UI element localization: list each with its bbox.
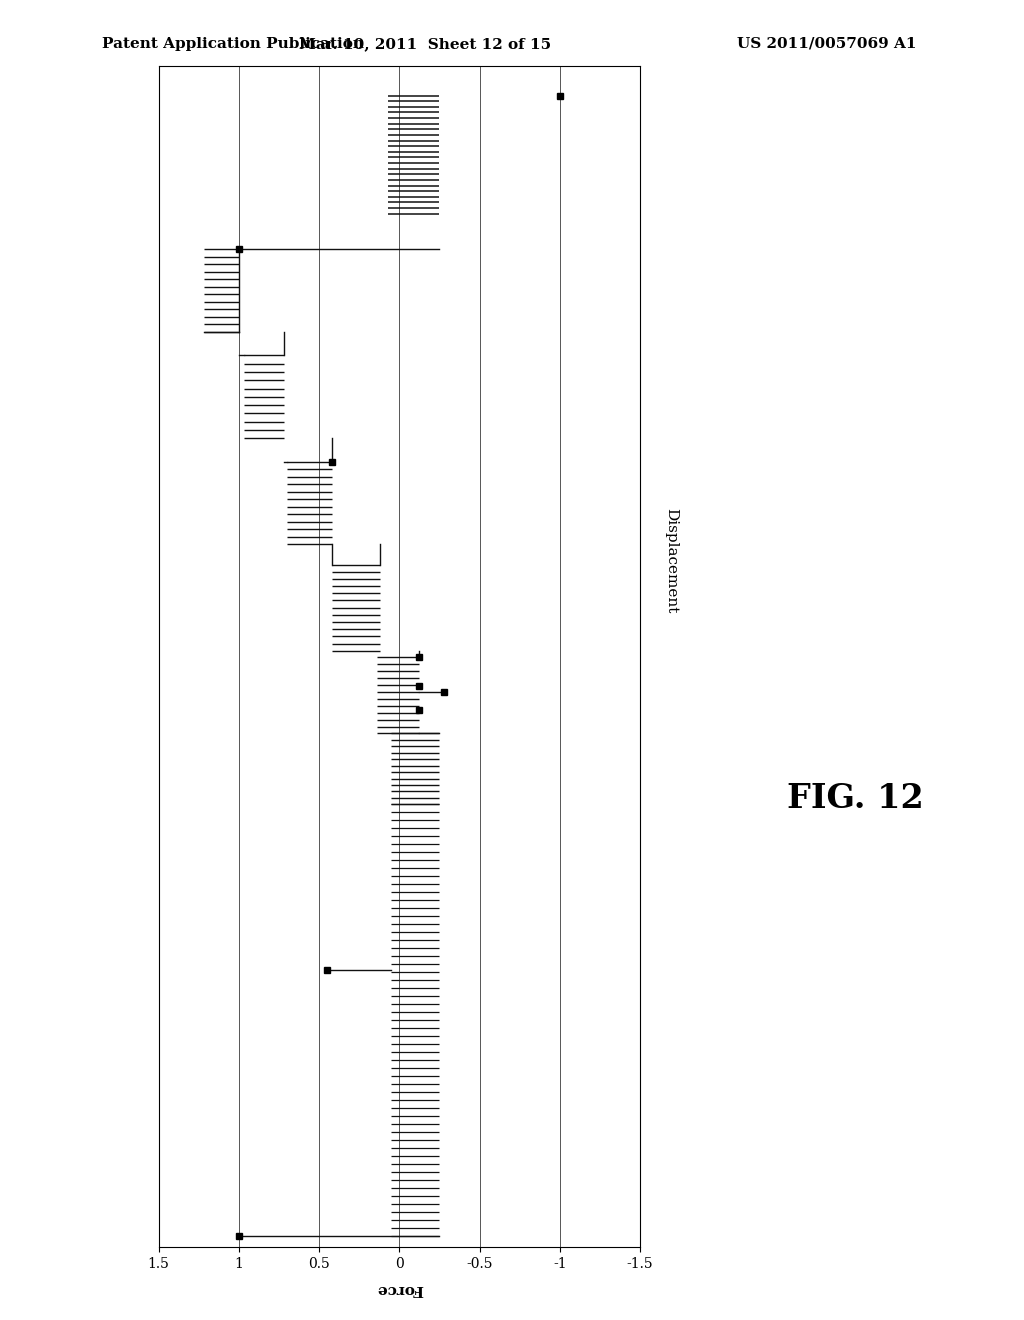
Text: US 2011/0057069 A1: US 2011/0057069 A1 [737,37,916,51]
Text: Displacement: Displacement [664,508,678,614]
Text: Patent Application Publication: Patent Application Publication [102,37,365,51]
Text: Mar. 10, 2011  Sheet 12 of 15: Mar. 10, 2011 Sheet 12 of 15 [299,37,551,51]
X-axis label: Force: Force [376,1282,423,1296]
Text: FIG. 12: FIG. 12 [786,781,924,814]
